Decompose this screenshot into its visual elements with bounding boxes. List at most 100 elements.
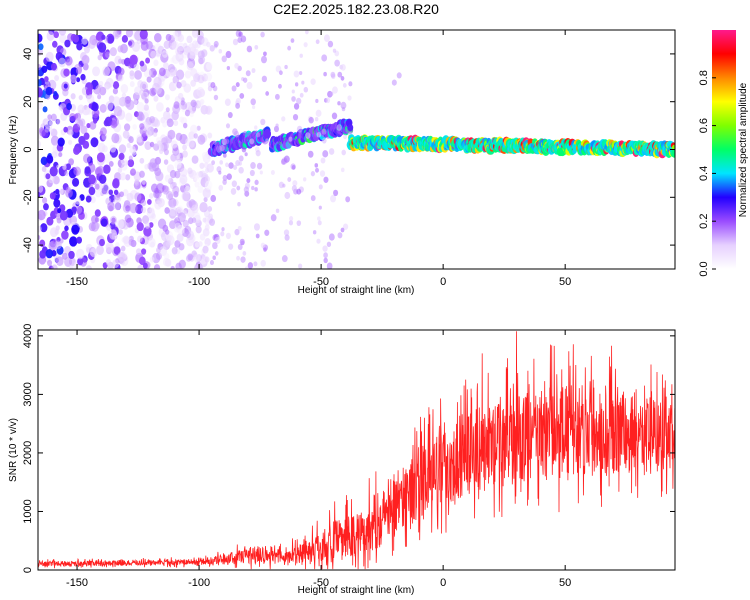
spectrogram-cell xyxy=(38,43,44,51)
spectrogram-cell xyxy=(142,215,150,224)
spectrogram-cell xyxy=(59,210,68,221)
spectrogram-cell xyxy=(194,174,200,181)
spectrogram-cell xyxy=(237,225,242,231)
spectrogram-cell xyxy=(244,266,249,269)
spectrogram-cell xyxy=(145,124,151,131)
spectrogram-cell xyxy=(61,230,69,240)
spectrogram-cell xyxy=(92,66,101,77)
spectrogram-cell xyxy=(128,136,134,144)
spectrogram-cell xyxy=(88,174,96,185)
spectrogram-cell xyxy=(204,256,210,263)
spectrogram-cell xyxy=(205,72,213,82)
spectrogram-cell xyxy=(329,91,334,97)
spectrogram-cell xyxy=(125,174,131,181)
spectrogram-cell xyxy=(138,113,145,122)
spectrogram-cell xyxy=(113,246,121,255)
spectrogram-cell xyxy=(225,123,231,129)
spectrogram-cell xyxy=(131,149,137,156)
spectrogram-cell xyxy=(204,167,210,174)
spectrogram-cell xyxy=(244,152,248,157)
spectrogram-cell xyxy=(305,132,311,139)
spectrogram-cell xyxy=(144,221,151,229)
spectrogram-cell xyxy=(54,240,62,250)
spectrogram-cell xyxy=(228,243,234,250)
spectrogram-cell xyxy=(119,172,127,181)
spectrogram-cell xyxy=(105,51,111,58)
spectrogram-y-label: Frequency (Hz) xyxy=(8,116,19,185)
spectrogram-cell xyxy=(270,214,277,222)
spectrogram-cell xyxy=(180,167,188,177)
spectrogram-cell xyxy=(52,40,58,48)
spectrogram-cell xyxy=(148,222,154,228)
spectrogram-cell xyxy=(253,223,260,231)
spectrogram-cell xyxy=(247,262,254,269)
spectrogram-heatmap xyxy=(38,30,675,269)
spectrogram-cell xyxy=(210,81,216,89)
spectrogram-cell xyxy=(102,164,111,175)
spectrogram-cell xyxy=(234,228,240,236)
spectrogram-cell xyxy=(153,59,159,67)
spectrogram-cell xyxy=(154,85,162,95)
spectrogram-cell xyxy=(205,105,213,115)
spectrogram-cell xyxy=(149,115,156,124)
spectrogram-cell xyxy=(315,39,320,45)
spectrogram-cell xyxy=(312,230,317,235)
spectrogram-cell xyxy=(49,166,58,177)
spectrogram-cell xyxy=(38,184,44,193)
spectrogram-cell xyxy=(225,50,232,59)
spectrogram-cell xyxy=(128,239,135,246)
spectrogram-y-tick-label: 20 xyxy=(22,96,34,108)
spectrogram-cell xyxy=(224,138,230,145)
spectrogram-cell xyxy=(299,71,303,76)
spectrogram-cell xyxy=(177,42,185,52)
spectrogram-cell xyxy=(318,184,323,190)
spectrogram-cell xyxy=(94,222,100,230)
spectrogram-cell xyxy=(148,162,157,172)
spectrogram-cell xyxy=(193,254,200,263)
spectrogram-cell xyxy=(254,187,258,192)
snr-y-ticks: 0 1000 2000 3000 4000 xyxy=(22,324,675,573)
spectrogram-cell xyxy=(283,229,290,236)
spectrogram-cell xyxy=(196,86,205,98)
spectrogram-cell xyxy=(93,118,98,124)
spectrogram-cell xyxy=(100,218,108,227)
spectrogram-cell xyxy=(256,162,263,170)
spectrogram-cell xyxy=(112,87,118,95)
spectrogram-cell xyxy=(281,158,286,165)
colorbar-tick-label: 0.6 xyxy=(698,118,710,133)
spectrogram-cell xyxy=(119,191,124,198)
spectrogram-cell xyxy=(89,247,98,258)
spectrogram-cell xyxy=(165,107,170,113)
spectrogram-cell xyxy=(78,94,83,101)
spectrogram-cell xyxy=(396,72,402,79)
spectrogram-cell xyxy=(191,30,200,38)
spectrogram-cell xyxy=(331,112,338,120)
spectrogram-cell xyxy=(62,164,67,171)
spectrogram-cell xyxy=(249,138,255,145)
spectrogram-cell xyxy=(153,119,160,128)
spectrogram-cell xyxy=(117,74,124,82)
spectrogram-cell xyxy=(158,45,163,52)
spectrogram-cell xyxy=(148,192,154,199)
spectrogram-cell xyxy=(175,262,182,269)
spectrogram-cell xyxy=(314,117,319,122)
spectrogram-cell xyxy=(162,121,168,128)
spectrogram-cell xyxy=(172,185,180,195)
spectrogram-cell xyxy=(153,264,161,269)
spectrogram-cell xyxy=(111,133,120,144)
spectrogram-cell xyxy=(86,122,91,129)
spectrogram-cell xyxy=(334,59,340,67)
spectrogram-cell xyxy=(129,81,135,88)
spectrogram-cell xyxy=(251,68,256,74)
spectrogram-cell xyxy=(50,62,58,71)
spectrogram-cell xyxy=(260,31,265,38)
spectrogram-cell xyxy=(76,77,81,83)
spectrogram-cell xyxy=(237,243,243,250)
snr-y-tick-label: 1000 xyxy=(22,499,34,523)
spectrogram-cell xyxy=(240,35,247,43)
spectrogram-cell xyxy=(129,73,135,80)
spectrogram-cell xyxy=(163,159,169,165)
spectrogram-cell xyxy=(180,100,185,106)
spectrogram-cell xyxy=(182,219,189,228)
spectrogram-cell xyxy=(137,264,144,269)
